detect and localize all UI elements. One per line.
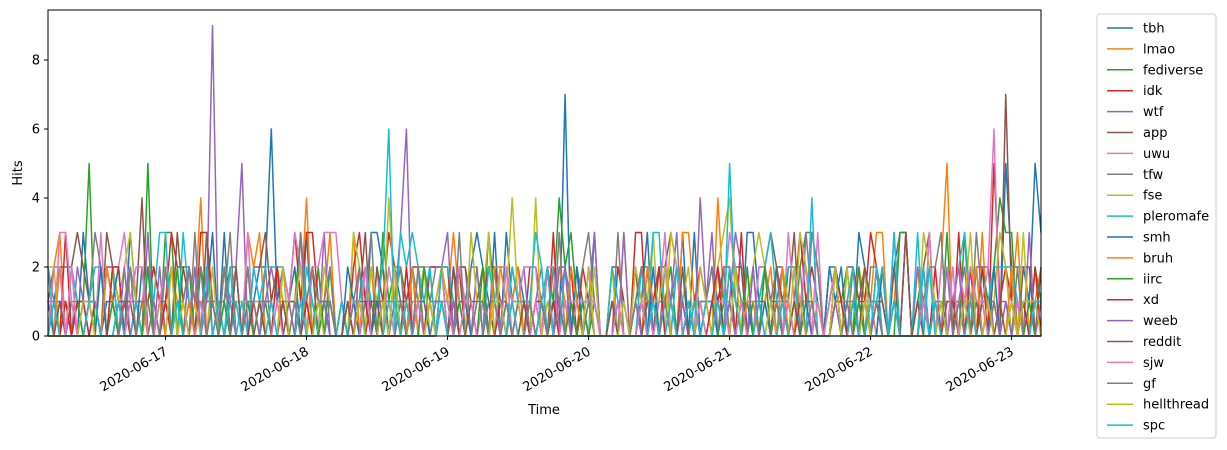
legend-label-weeb: weeb [1143, 314, 1178, 329]
y-tick-label: 0 [32, 330, 40, 345]
x-axis: 2020-06-17 2020-06-18 2020-06-19 2020-06-20… [98, 336, 1017, 395]
x-tick-label: 2020-06-18 [239, 344, 312, 395]
y-axis-label: Hits [11, 160, 26, 185]
legend-label-tbh: tbh [1143, 22, 1165, 37]
x-tick-label: 2020-06-19 [380, 344, 453, 395]
legend-label-uwu: uwu [1143, 147, 1170, 162]
x-tick-label: 2020-06-22 [803, 344, 876, 395]
y-tick-label: 8 [32, 54, 40, 69]
x-tick-label: 2020-06-21 [662, 344, 735, 395]
plot-frame [47, 9, 1042, 337]
legend-label-idk: idk [1143, 84, 1163, 99]
x-tick-label: 2020-06-23 [944, 344, 1017, 395]
x-axis-label: Time [527, 403, 560, 418]
legend-label-xd: xd [1143, 293, 1159, 308]
legend-label-sjw: sjw [1143, 356, 1164, 371]
legend-label-wtf: wtf [1143, 105, 1164, 120]
legend-label-gf: gf [1143, 377, 1156, 392]
series-line-gf [48, 266, 1041, 337]
legend-label-reddit: reddit [1143, 335, 1181, 350]
legend-frame [1096, 13, 1217, 439]
legend-label-lmao: lmao [1143, 42, 1175, 57]
legend-label-iirc: iirc [1143, 272, 1162, 287]
legend-label-hellthread: hellthread [1143, 398, 1209, 413]
legend-label-spc: spc [1143, 419, 1165, 434]
x-tick-label: 2020-06-20 [521, 344, 594, 395]
legend-label-app: app [1143, 126, 1167, 141]
legend-label-smh: smh [1143, 231, 1171, 246]
series-lines [47, 24, 1042, 337]
y-tick-label: 4 [32, 192, 40, 207]
legend-label-pleromafe: pleromafe [1143, 210, 1209, 225]
series-line-pleromafe [47, 128, 1042, 337]
y-tick-label: 6 [32, 123, 40, 138]
legend-label-tfw: tfw [1143, 168, 1163, 183]
legend-label-fediverse: fediverse [1143, 63, 1203, 78]
legend: tbh lmao fediverse idk wtf app uwu tfw fse plerom… [1096, 13, 1217, 439]
y-axis: 0 2 4 6 8 [32, 54, 48, 345]
legend-label-bruh: bruh [1143, 251, 1173, 266]
x-tick-label: 2020-06-17 [98, 344, 171, 395]
legend-label-fse: fse [1143, 189, 1162, 204]
y-tick-label: 2 [32, 261, 40, 276]
